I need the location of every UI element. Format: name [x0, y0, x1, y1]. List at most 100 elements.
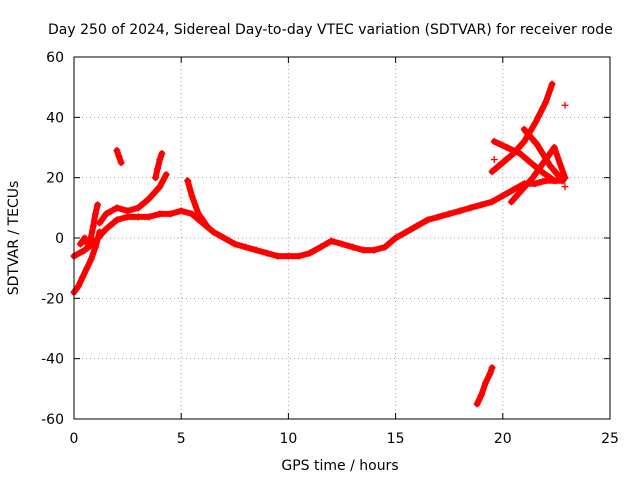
data-point [134, 213, 142, 221]
data-point [467, 204, 475, 212]
data-point [499, 192, 507, 200]
data-point [220, 234, 228, 242]
data-point [488, 364, 496, 372]
data-point [338, 240, 346, 248]
data-point [445, 210, 453, 218]
data-point [381, 243, 389, 251]
data-point [488, 198, 496, 206]
data-point [392, 234, 400, 242]
data-point [79, 273, 87, 281]
data-point [520, 125, 528, 133]
data-point [252, 246, 260, 254]
data-point [89, 222, 97, 230]
data-point [546, 162, 554, 170]
data-point [117, 159, 125, 167]
data-point [510, 150, 518, 158]
data-point [156, 156, 164, 164]
data-point [124, 213, 132, 221]
data-point [177, 207, 185, 215]
data-point [548, 80, 556, 88]
data-point [263, 249, 271, 257]
data-point [188, 210, 196, 218]
data-point [188, 192, 196, 200]
data-point [209, 228, 217, 236]
data-point [486, 370, 494, 378]
data-point [561, 183, 569, 191]
data-point [413, 222, 421, 230]
data-point [124, 207, 132, 215]
data-point [194, 210, 202, 218]
data-point [503, 144, 511, 151]
data-point [499, 159, 507, 167]
x-tick-label: 5 [177, 431, 186, 447]
grid-layer [74, 57, 610, 419]
data-point [94, 201, 102, 209]
data-point [145, 195, 153, 203]
data-point [85, 243, 93, 251]
data-point [83, 264, 91, 272]
y-axis-label: SDTVAR / TECUs [6, 181, 22, 296]
x-tick-label: 25 [601, 431, 619, 447]
data-point [306, 249, 314, 257]
data-point [284, 252, 292, 260]
series-spike-4h [152, 150, 165, 181]
data-point [477, 391, 485, 399]
data-point [349, 243, 357, 251]
series-upper-branch [96, 171, 170, 226]
data-point [96, 219, 104, 227]
data-point [295, 252, 303, 260]
data-point [495, 162, 503, 170]
data-point [113, 216, 121, 224]
y-tick-label: 0 [55, 231, 64, 247]
data-point [561, 174, 569, 182]
x-axis-label: GPS time / hours [281, 458, 398, 474]
data-point [529, 174, 537, 182]
data-point [156, 210, 164, 218]
marks-layer [70, 80, 569, 408]
data-point [91, 243, 99, 251]
y-tick-label: -60 [41, 412, 64, 428]
data-point [166, 210, 174, 218]
data-point [184, 177, 192, 185]
data-point [242, 243, 250, 251]
data-point [162, 171, 170, 179]
data-point [76, 240, 84, 248]
data-point [537, 168, 545, 176]
x-tick-label: 0 [70, 431, 79, 447]
data-point [81, 246, 89, 254]
data-point [91, 237, 99, 245]
chart-title: Day 250 of 2024, Sidereal Day-to-day VTE… [48, 22, 613, 38]
data-point [434, 213, 442, 221]
data-point [510, 186, 518, 194]
data-point [518, 186, 526, 194]
data-point [456, 207, 464, 215]
data-point [359, 246, 367, 254]
data-point [531, 119, 539, 127]
data-point [154, 165, 162, 173]
data-point [507, 198, 515, 206]
data-point [488, 168, 496, 176]
y-tick-label: 20 [46, 171, 64, 187]
data-point [520, 180, 528, 188]
data-point [113, 147, 121, 155]
y-tick-label: 60 [46, 50, 64, 66]
data-point [477, 201, 485, 209]
data-point [156, 183, 164, 191]
data-point [533, 140, 541, 148]
data-point [473, 400, 481, 408]
data-point [199, 219, 207, 227]
data-point [327, 237, 335, 245]
data-point [274, 252, 282, 260]
x-tick-label: 10 [279, 431, 297, 447]
data-point [482, 379, 490, 387]
data-point [145, 213, 153, 221]
data-point [102, 225, 110, 233]
data-point [134, 204, 142, 212]
data-point [531, 180, 539, 188]
series-late-fall-b [491, 138, 558, 184]
data-point [87, 255, 95, 263]
x-tick-label: 15 [387, 431, 405, 447]
data-point [516, 150, 524, 158]
data-point [74, 282, 82, 290]
